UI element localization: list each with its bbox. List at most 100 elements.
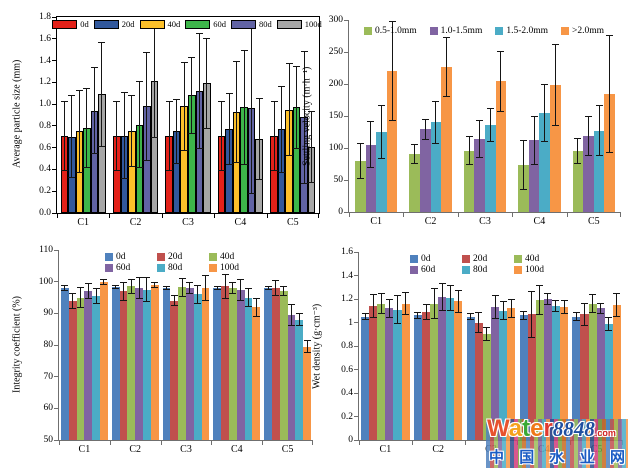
watermark-line2: 中国水业网 (486, 446, 628, 467)
y-tick-mark (52, 16, 57, 18)
watermark-stripes (486, 419, 628, 468)
bar-80d-C3 (499, 310, 508, 440)
bar-100d-C4 (559, 307, 569, 440)
chart-average-particle-size: Average particle size (mm) 0.0 0.2 0.4 0.6 0… (8, 6, 326, 236)
bar-80d-C1 (92, 295, 100, 440)
legend-item: 1.0-1.5mm (429, 26, 483, 36)
y-tick-label: 70 (43, 371, 54, 382)
x-tick-mark (457, 212, 459, 217)
legend-swatch (185, 19, 211, 29)
y-tick-label: 90 (43, 308, 54, 319)
y-tick-mark (344, 147, 349, 149)
bar-0.5-1.0mm-C5 (572, 151, 584, 212)
error-bar-60d-C4 (544, 293, 552, 305)
legend: 0d 20d 40d 60d 80d 100d (52, 19, 322, 29)
bar-20d-C2 (119, 291, 128, 440)
error-bar-60d-C2 (438, 282, 446, 311)
bar-0d-C4 (519, 315, 528, 440)
x-tick-mark (160, 440, 162, 445)
bar-1.0-1.5mm-C4 (528, 140, 540, 212)
legend-label: 20d (473, 254, 488, 264)
x-category-label: C4 (533, 216, 546, 227)
y-tick-mark (52, 212, 57, 214)
y-tick-mark (354, 416, 359, 417)
error-bar-20d-C5 (278, 85, 286, 173)
bar-20d-C4 (527, 314, 536, 440)
x-tick-mark (262, 440, 264, 445)
error-bar-80d-C2 (446, 284, 454, 311)
legend-item: 20d (462, 254, 514, 264)
watermark-brand-letters: Water (487, 415, 553, 442)
error-bar-1.0-1.5mm-C4 (530, 116, 538, 165)
error-bar-0.5-1.0mm-C1 (356, 142, 364, 179)
watermark-cn-char: 中 (489, 449, 505, 466)
x-category-label: C3 (180, 444, 192, 455)
error-bar-80d-C5 (605, 316, 613, 331)
bar-1.0-1.5mm-C3 (474, 139, 485, 212)
bar-0d-C1 (361, 316, 370, 440)
y-tick-label: 50 (43, 435, 54, 445)
error-bar->2.0mm-C1 (388, 21, 396, 122)
x-tick-mark (57, 213, 58, 218)
legend-label: 40d (167, 19, 181, 29)
error-bar-40d-C1 (75, 89, 83, 173)
bar->2.0mm-C1 (386, 71, 398, 212)
watermark-letter: W (487, 415, 509, 442)
x-category-label: C2 (424, 216, 437, 227)
bar-40d-C2 (127, 286, 136, 440)
bar-1.0-1.5mm-C1 (365, 144, 377, 212)
bar-60d-C4 (236, 289, 245, 440)
y-tick-label: 250 (328, 47, 343, 57)
legend-item: 0.5-1.0mm (363, 26, 417, 36)
x-category-label: C2 (432, 444, 445, 455)
watermark-letter: e (530, 415, 544, 442)
x-tick-mark (109, 440, 111, 445)
x-category-label: C1 (77, 217, 90, 228)
watermark-cn-char: 国 (519, 449, 535, 466)
y-tick-label: 0.2 (39, 186, 51, 197)
x-tick-mark (59, 440, 60, 445)
bar-1.0-1.5mm-C5 (583, 135, 594, 212)
legend-swatch (231, 19, 256, 29)
bar-0d-C2 (413, 315, 422, 440)
error-bar-80d-C2 (143, 276, 151, 303)
y-tick-mark (354, 251, 359, 253)
bar-60d-C1 (84, 291, 93, 440)
legend-label: 80d (168, 263, 183, 273)
bar-20d-C1 (68, 300, 77, 440)
bar-100d-C2 (150, 284, 159, 440)
y-tick-mark (354, 298, 359, 300)
bar-80d-C5 (604, 323, 613, 440)
y-tick-mark (344, 19, 349, 21)
y-tick-mark (52, 60, 57, 62)
error-bar-20d-C2 (120, 92, 128, 180)
error-bar-1.0-1.5mm-C3 (476, 119, 484, 159)
legend-swatch (157, 264, 165, 272)
legend-label: 60d (421, 265, 436, 275)
legend-label: 40d (220, 252, 235, 262)
y-tick-label: 150 (328, 111, 343, 121)
legend: 0d 20d 40d 60d 80d 100d (58, 252, 312, 273)
error-bar-80d-C3 (195, 33, 203, 149)
bar-100d-C3 (201, 288, 210, 440)
bar-20d-C4 (221, 286, 229, 440)
bar-60d-C3 (186, 288, 194, 440)
y-tick-mark (354, 439, 359, 441)
error-bar-20d-C4 (528, 290, 536, 338)
error-bar-100d-C2 (454, 289, 462, 314)
error-bar-60d-C4 (237, 278, 245, 301)
error-bar-20d-C2 (422, 303, 430, 321)
y-axis-title: Average particle size (mm) (11, 59, 23, 169)
error-bar-100d-C3 (203, 37, 211, 130)
legend-item: 20d (157, 252, 209, 262)
y-tick-label: 0.6 (341, 364, 353, 375)
error-bar-80d-C4 (248, 22, 256, 195)
y-tick-mark (354, 275, 359, 276)
legend-label: 1.0-1.5mm (440, 26, 483, 36)
bar-40d-C4 (535, 300, 544, 440)
bar-20d-C3 (474, 322, 483, 440)
legend-label: 1.5-2.0mm (506, 26, 549, 36)
bar-40d-C3 (178, 287, 186, 440)
bar-60d-C2 (438, 296, 447, 440)
bar-100d-C5 (303, 346, 311, 440)
